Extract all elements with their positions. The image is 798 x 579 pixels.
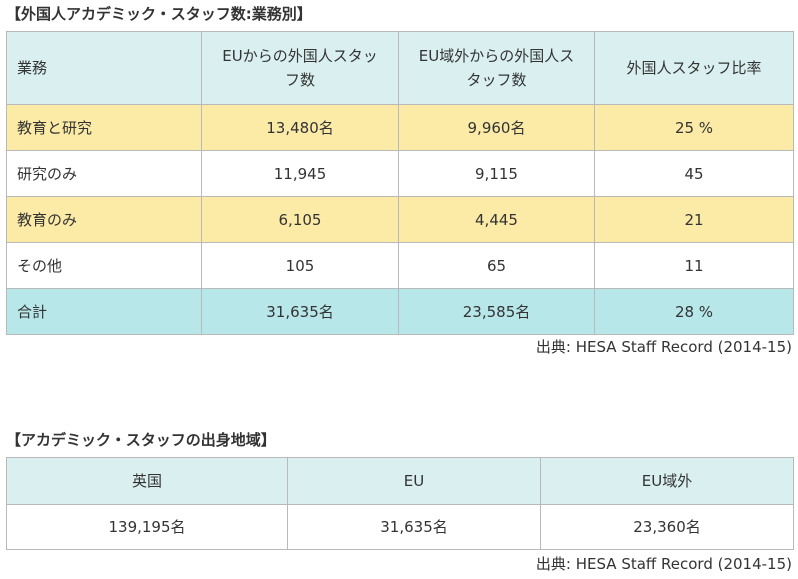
ratio-value: 11: [594, 242, 794, 289]
table-row: 研究のみ 11,945 9,115 45: [6, 150, 794, 197]
origin-region-title: 【アカデミック・スタッフの出身地域】: [6, 431, 276, 449]
non-eu-count: 9,960名: [398, 104, 595, 151]
table-header-row: 英国 EU EU域外: [6, 457, 794, 505]
eu-count: 105: [201, 242, 399, 289]
eu-count: 31,635名: [287, 504, 541, 550]
non-eu-count: 4,445: [398, 196, 595, 243]
non-eu-count: 9,115: [398, 150, 595, 197]
row-label: 合計: [6, 288, 202, 335]
header-eu: EU: [287, 457, 541, 505]
uk-count: 139,195名: [6, 504, 288, 550]
row-label: その他: [6, 242, 202, 289]
source-note: 出典: HESA Staff Record (2014-15): [535, 338, 792, 356]
origin-region-table: 英国 EU EU域外 139,195名 31,635名 23,360名: [6, 457, 794, 550]
header-uk: 英国: [6, 457, 288, 505]
row-label: 教育のみ: [6, 196, 202, 243]
eu-count: 31,635名: [201, 288, 399, 335]
header-ratio: 外国人スタッフ比率: [594, 31, 794, 105]
table-row: 139,195名 31,635名 23,360名: [6, 504, 794, 550]
total-row: 合計 31,635名 23,585名 28 %: [6, 288, 794, 335]
row-label: 研究のみ: [6, 150, 202, 197]
header-eu-staff: EUからの外国人スタッフ数: [201, 31, 399, 105]
non-eu-count: 23,360名: [540, 504, 794, 550]
source-note: 出典: HESA Staff Record (2014-15): [535, 555, 792, 573]
header-non-eu: EU域外: [540, 457, 794, 505]
ratio-value: 28 %: [594, 288, 794, 335]
eu-count: 13,480名: [201, 104, 399, 151]
ratio-value: 25 %: [594, 104, 794, 151]
header-non-eu-staff: EU域外からの外国人スタッフ数: [398, 31, 595, 105]
staff-by-role-table: 業務 EUからの外国人スタッフ数 EU域外からの外国人スタッフ数 外国人スタッフ…: [6, 31, 794, 335]
row-label: 教育と研究: [6, 104, 202, 151]
ratio-value: 45: [594, 150, 794, 197]
non-eu-count: 65: [398, 242, 595, 289]
non-eu-count: 23,585名: [398, 288, 595, 335]
table-row: その他 105 65 11: [6, 242, 794, 289]
eu-count: 6,105: [201, 196, 399, 243]
table-row: 教育のみ 6,105 4,445 21: [6, 196, 794, 243]
ratio-value: 21: [594, 196, 794, 243]
header-role: 業務: [6, 31, 202, 105]
table-row: 教育と研究 13,480名 9,960名 25 %: [6, 104, 794, 151]
table-header-row: 業務 EUからの外国人スタッフ数 EU域外からの外国人スタッフ数 外国人スタッフ…: [6, 31, 794, 105]
eu-count: 11,945: [201, 150, 399, 197]
staff-by-role-title: 【外国人アカデミック・スタッフ数:業務別】: [6, 5, 312, 23]
